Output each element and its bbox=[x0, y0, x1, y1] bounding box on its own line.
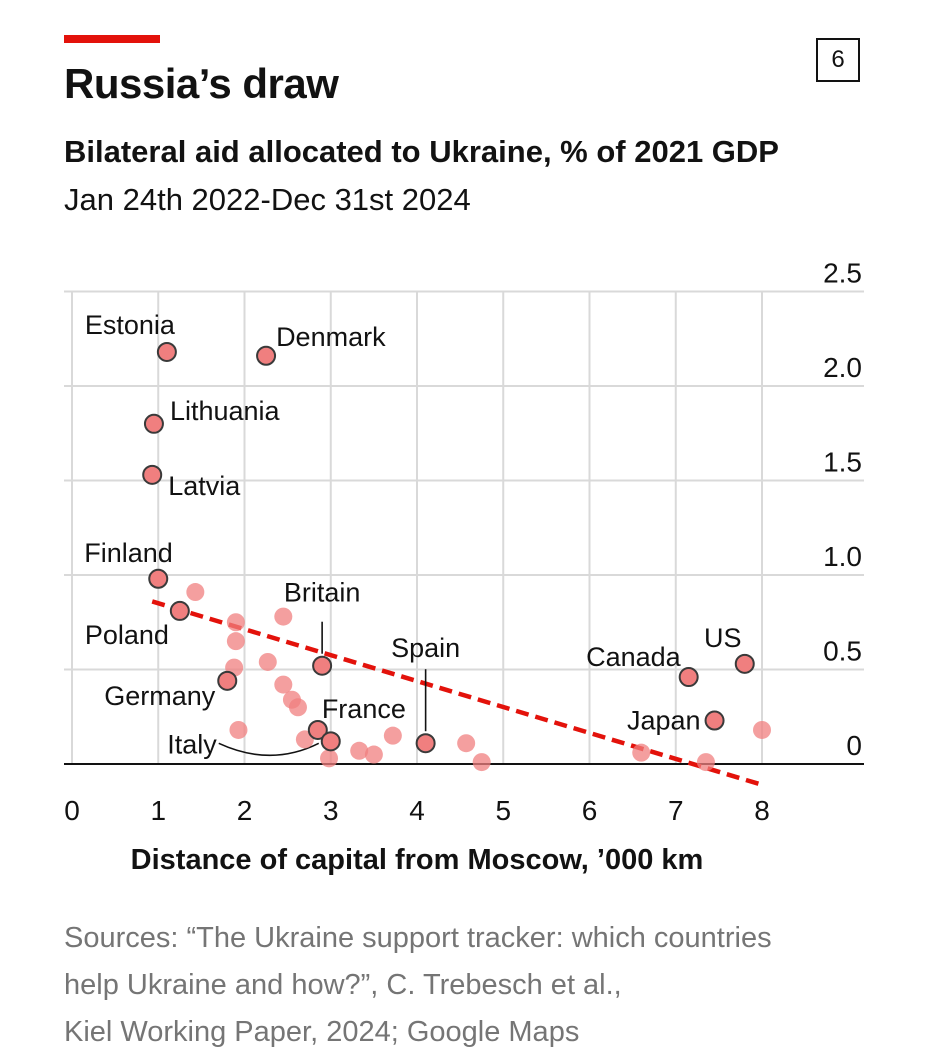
point-label: US bbox=[704, 623, 742, 653]
grid-layer bbox=[64, 290, 864, 765]
y-tick-label: 0 bbox=[846, 730, 862, 761]
x-tick-label: 2 bbox=[237, 795, 253, 826]
points-layer bbox=[142, 341, 771, 772]
data-point bbox=[753, 720, 771, 739]
point-label: Poland bbox=[85, 620, 169, 650]
point-label: Latvia bbox=[168, 471, 241, 501]
point-label: Italy bbox=[167, 729, 217, 759]
labeled-data-point bbox=[142, 464, 163, 485]
labeled-data-point bbox=[704, 710, 725, 731]
x-tick-label: 8 bbox=[754, 795, 770, 826]
labeled-data-point bbox=[734, 653, 755, 674]
labeled-data-point bbox=[169, 600, 190, 621]
connector-layer bbox=[218, 621, 427, 757]
point-label: Estonia bbox=[85, 310, 176, 340]
data-point bbox=[632, 743, 651, 762]
accent-bar bbox=[64, 35, 160, 43]
data-point bbox=[383, 726, 402, 745]
x-tick-label: 0 bbox=[64, 795, 80, 826]
data-point bbox=[350, 741, 369, 760]
data-point bbox=[472, 753, 491, 772]
sources-note: Sources: “The Ukraine support tracker: w… bbox=[64, 915, 904, 1056]
point-label: Britain bbox=[284, 578, 361, 608]
point-label: Finland bbox=[84, 538, 173, 568]
x-tick-label: 5 bbox=[495, 795, 511, 826]
x-tick-label: 7 bbox=[668, 795, 684, 826]
labeled-data-point bbox=[256, 345, 277, 366]
data-point bbox=[258, 652, 277, 671]
point-label: Germany bbox=[104, 681, 216, 711]
trend-line bbox=[151, 599, 763, 787]
chart-title: Russia’s draw bbox=[64, 60, 339, 107]
sources-line: Kiel Working Paper, 2024; Google Maps bbox=[64, 1016, 580, 1048]
scatter-chart: Estonia Denmark Lithuania Latvia Finland Pola… bbox=[64, 258, 864, 876]
labeled-data-point bbox=[156, 341, 177, 362]
y-tick-label: 2.0 bbox=[823, 352, 862, 383]
labeled-data-point bbox=[307, 719, 328, 740]
x-tick-label: 3 bbox=[323, 795, 339, 826]
sources-line: help Ukraine and how?”, C. Trebesch et a… bbox=[64, 969, 622, 1001]
data-point bbox=[226, 632, 245, 651]
point-label: Lithuania bbox=[170, 396, 281, 426]
chart-number-badge: 6 bbox=[816, 38, 860, 82]
chart-date-range: Jan 24th 2022-Dec 31st 2024 bbox=[64, 182, 471, 217]
data-point bbox=[186, 583, 205, 602]
data-point bbox=[696, 753, 715, 772]
point-label: Spain bbox=[391, 633, 460, 663]
data-point bbox=[457, 734, 476, 753]
sources-line: Sources: “The Ukraine support tracker: w… bbox=[64, 922, 772, 954]
labeled-data-point bbox=[678, 667, 699, 688]
y-tick-label: 1.0 bbox=[823, 541, 862, 572]
y-tick-label: 2.5 bbox=[823, 258, 862, 289]
x-axis-title: Distance of capital from Moscow, ’000 km bbox=[131, 844, 704, 876]
labeled-data-point bbox=[148, 568, 169, 589]
data-point bbox=[320, 749, 339, 768]
data-point bbox=[274, 675, 293, 694]
y-tick-label: 0.5 bbox=[823, 636, 862, 667]
point-label: France bbox=[322, 694, 406, 724]
labeled-data-point bbox=[143, 413, 164, 434]
italy-leader-line bbox=[218, 742, 320, 757]
tick-layer: 0 0.5 1.0 1.5 2.0 2.5 0 1 2 3 4 5 6 7 8 bbox=[64, 258, 862, 827]
chart-subtitle: Bilateral aid allocated to Ukraine, % of… bbox=[64, 134, 779, 169]
point-label: Japan bbox=[627, 706, 701, 736]
data-point bbox=[288, 698, 307, 717]
labeled-data-point bbox=[320, 731, 341, 752]
label-layer: Estonia Denmark Lithuania Latvia Finland Pola… bbox=[84, 310, 741, 759]
data-point bbox=[226, 613, 245, 632]
data-point bbox=[274, 607, 293, 626]
labeled-data-point bbox=[415, 733, 436, 754]
data-point bbox=[364, 745, 383, 764]
labeled-data-point bbox=[217, 670, 238, 691]
x-tick-label: 1 bbox=[150, 795, 166, 826]
point-label: Canada bbox=[586, 642, 682, 672]
data-point bbox=[229, 720, 248, 739]
x-tick-label: 4 bbox=[409, 795, 425, 826]
x-tick-label: 6 bbox=[582, 795, 598, 826]
y-tick-label: 1.5 bbox=[823, 447, 862, 478]
trend-layer bbox=[151, 599, 763, 787]
labeled-data-point bbox=[312, 655, 333, 676]
point-label: Denmark bbox=[276, 322, 386, 352]
